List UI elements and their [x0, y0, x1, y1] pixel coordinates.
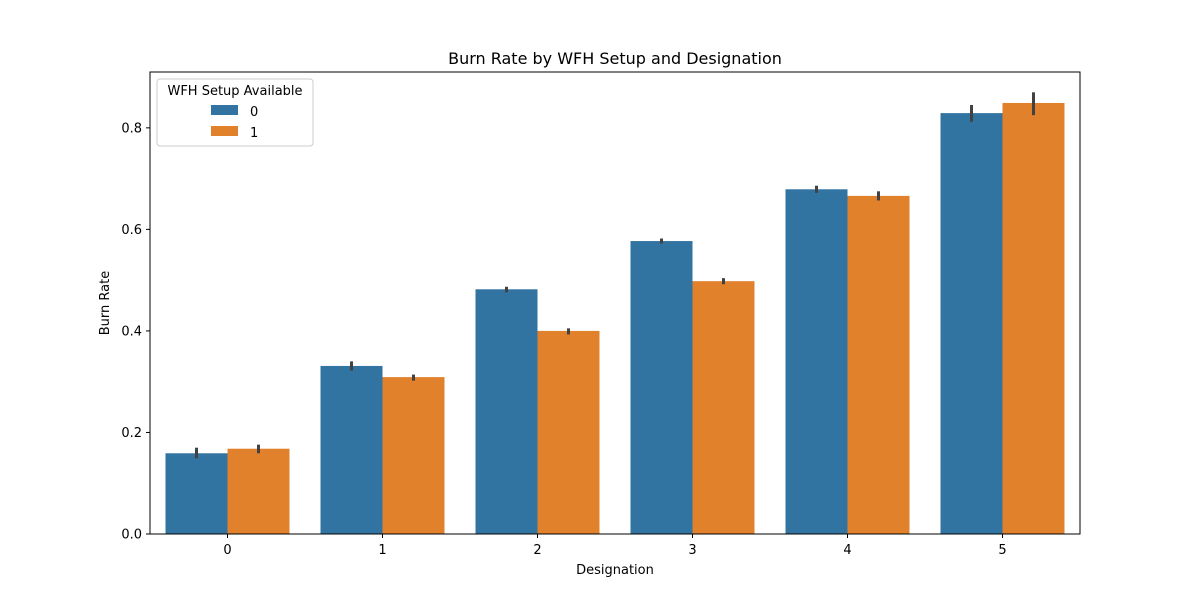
x-tick-label: 1: [378, 543, 386, 558]
legend: WFH Setup Available 0 1: [156, 78, 314, 147]
bar-series-0-cat-1: [320, 365, 383, 534]
bar-series-1-cat-5: [1002, 102, 1065, 534]
x-tick-label: 3: [688, 543, 696, 558]
bar-series-0-cat-2: [475, 289, 538, 534]
x-axis-ticks: 0 1 2 3 4 5: [223, 534, 1007, 558]
bar-series-0-cat-3: [630, 241, 693, 534]
bar-series-0-cat-4: [785, 189, 848, 534]
legend-title: WFH Setup Available: [167, 84, 302, 99]
bar-series-1-cat-2: [537, 330, 600, 534]
bars-layer: [165, 102, 1065, 535]
chart-title: Burn Rate by WFH Setup and Designation: [448, 49, 782, 68]
x-axis-label: Designation: [576, 563, 654, 578]
bar-series-1-cat-4: [847, 195, 910, 534]
y-tick-label: 0.0: [121, 528, 142, 543]
plot-area-frame: [149, 71, 1081, 535]
legend-label-0: 0: [250, 105, 258, 120]
error-bars-layer: [195, 92, 1035, 459]
x-tick-label: 0: [223, 543, 231, 558]
y-tick-label: 0.4: [121, 324, 142, 339]
x-tick-label: 2: [533, 543, 541, 558]
y-axis-label: Burn Rate: [98, 271, 113, 335]
legend-swatch-0: [211, 105, 238, 115]
legend-swatch-1: [211, 126, 238, 136]
x-tick-label: 5: [998, 543, 1006, 558]
x-tick-label: 4: [843, 543, 851, 558]
bar-series-1-cat-1: [382, 377, 445, 534]
legend-label-1: 1: [250, 126, 258, 141]
y-tick-label: 0.6: [121, 223, 142, 238]
y-axis-ticks: 0.0 0.2 0.4 0.6 0.8: [121, 121, 150, 543]
y-tick-label: 0.8: [121, 121, 142, 136]
bar-series-1-cat-0: [227, 448, 290, 534]
bar-series-0-cat-5: [940, 113, 1003, 535]
bar-series-1-cat-3: [692, 281, 755, 534]
y-tick-label: 0.2: [121, 426, 142, 441]
bar-series-0-cat-0: [165, 453, 228, 534]
